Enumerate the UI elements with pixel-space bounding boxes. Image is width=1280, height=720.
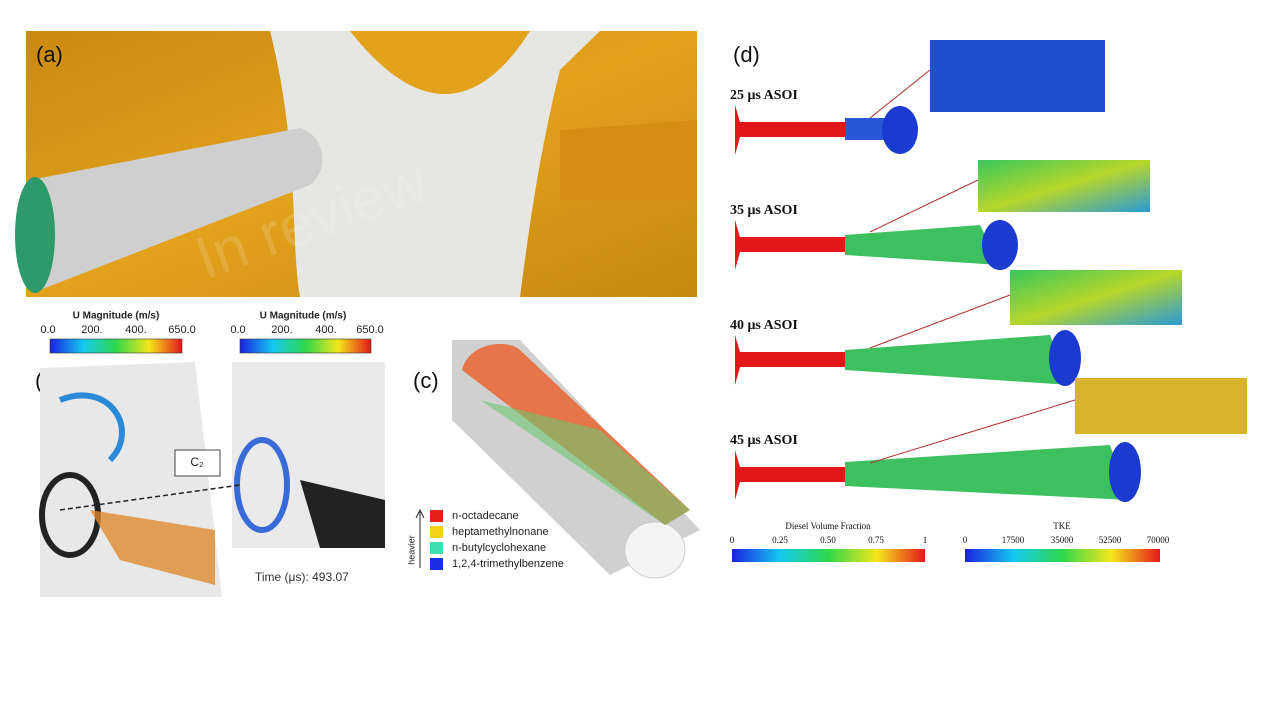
funnel (270, 31, 600, 297)
cylinder (30, 128, 323, 290)
colorbar-tick: 650.0 (168, 324, 196, 336)
colorbar (49, 338, 183, 354)
nozzle (735, 450, 845, 500)
spray-tip (1049, 330, 1081, 386)
row-label: 40 μs ASOI (730, 318, 798, 333)
colorbar-title: Diesel Volume Fraction (785, 521, 871, 531)
nozzle (735, 105, 845, 155)
arrow-label: heavier (406, 535, 416, 565)
panel-label: (c) (413, 368, 439, 393)
inset-line (869, 399, 1076, 464)
colorbar (239, 338, 372, 354)
legend-swatch (430, 542, 443, 554)
colorbar-tick: 400. (125, 324, 146, 336)
colorbar-tick: 70000 (1147, 535, 1170, 545)
inset-line (869, 179, 979, 233)
callout-box (174, 449, 221, 477)
colorbar (965, 549, 1160, 562)
cylinder-end (624, 521, 686, 579)
spray-row (735, 40, 1105, 155)
colorbar-title: U Magnitude (m/s) (260, 311, 347, 322)
inset (1010, 270, 1182, 325)
row-label: 25 μs ASOI (730, 88, 798, 103)
colorbar-title: TKE (1053, 521, 1071, 531)
spray-tip (882, 106, 918, 154)
legend-text: 1,2,4-trimethylbenzene (452, 558, 564, 570)
spray (845, 225, 1000, 265)
colorbar-tick: 0.0 (230, 324, 245, 336)
panel-b: U Magnitude (m/s) 0.0 200. 400. 650.0 U … (35, 311, 385, 597)
jet (90, 510, 215, 585)
colorbar (732, 549, 925, 562)
inset (978, 160, 1150, 212)
legend-swatch (430, 526, 443, 538)
panel-c: (c) n-octadecane heptamethylnonane n-but… (406, 340, 700, 579)
callout-text: C₂ (190, 455, 204, 469)
colorbar-tick: 650.0 (356, 324, 384, 336)
spray-row (735, 160, 1150, 270)
arrow (415, 508, 425, 568)
inset (930, 40, 1105, 112)
row-label: 45 μs ASOI (730, 433, 798, 448)
colorbar-title: U Magnitude (m/s) (73, 311, 160, 322)
panel-a: In review (a) (15, 31, 697, 297)
legend-text: n-butylcyclohexane (452, 542, 546, 554)
nozzle (735, 335, 845, 385)
inset-line (869, 294, 1011, 349)
row-label: 35 μs ASOI (730, 203, 798, 218)
spray-tip (982, 220, 1018, 270)
time-label: Time (μs): 493.07 (255, 570, 349, 584)
pipe (560, 120, 697, 200)
spray (845, 335, 1070, 385)
colorbar-tick: 0.50 (820, 535, 836, 545)
colorbar-tick: 52500 (1099, 535, 1122, 545)
panel-label: (d) (733, 42, 760, 67)
legend-swatch (430, 510, 443, 522)
inset-line (869, 69, 931, 119)
colorbar-tick: 0 (730, 535, 735, 545)
spray-row (735, 378, 1247, 502)
callout-line (59, 484, 241, 511)
colorbar-tick: 1 (923, 535, 928, 545)
legend-text: n-octadecane (452, 510, 519, 522)
funnel-top (350, 31, 530, 95)
panel-d: (d) 25 μs ASOI 35 μs ASOI 40 μs ASOI 45 … (730, 40, 1247, 562)
cylinder-end (15, 177, 55, 293)
spray-tip (1109, 442, 1141, 502)
inset (1075, 378, 1247, 434)
colorbar-tick: 200. (81, 324, 102, 336)
colorbar-tick: 200. (271, 324, 292, 336)
panel-label: (a) (36, 42, 63, 67)
colorbar-tick: 0.25 (772, 535, 788, 545)
vectors (300, 480, 385, 548)
colorbar-tick: 17500 (1002, 535, 1025, 545)
streamline (58, 392, 125, 463)
colorbar-tick: 0 (963, 535, 968, 545)
legend-text: heptamethylnonane (452, 526, 549, 538)
nozzle (735, 220, 845, 270)
legend-swatch (430, 558, 443, 570)
spray (845, 445, 1130, 500)
flow (480, 400, 690, 525)
colorbar-tick: 35000 (1051, 535, 1074, 545)
colorbar-tick: 0.75 (868, 535, 884, 545)
colorbar-tick: 0.0 (40, 324, 55, 336)
spray-row (735, 270, 1182, 386)
colorbar-tick: 400. (315, 324, 336, 336)
